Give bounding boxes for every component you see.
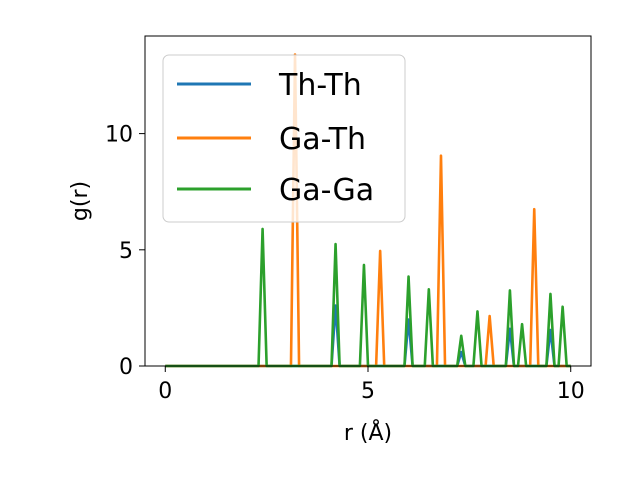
legend-box bbox=[162, 54, 406, 223]
y-tick-label: 10 bbox=[105, 123, 133, 148]
legend: Th-Th Ga-Th Ga-Ga bbox=[162, 54, 406, 223]
series-line-ga-ga bbox=[165, 227, 571, 368]
y-ticks: 0 5 10 bbox=[105, 123, 145, 380]
legend-label-th-th: Th-Th bbox=[278, 68, 362, 103]
x-tick-label: 5 bbox=[361, 379, 375, 404]
legend-label-ga-ga: Ga-Ga bbox=[279, 173, 374, 208]
y-tick-label: 0 bbox=[119, 355, 133, 380]
x-tick-label: 10 bbox=[557, 379, 585, 404]
y-tick-label: 5 bbox=[119, 239, 133, 264]
x-tick-label: 0 bbox=[158, 379, 172, 404]
x-axis-label: r (Å) bbox=[344, 419, 392, 446]
y-axis-label: g(r) bbox=[68, 181, 93, 221]
legend-label-ga-th: Ga-Th bbox=[279, 122, 366, 157]
x-ticks: 0 5 10 bbox=[158, 366, 585, 404]
